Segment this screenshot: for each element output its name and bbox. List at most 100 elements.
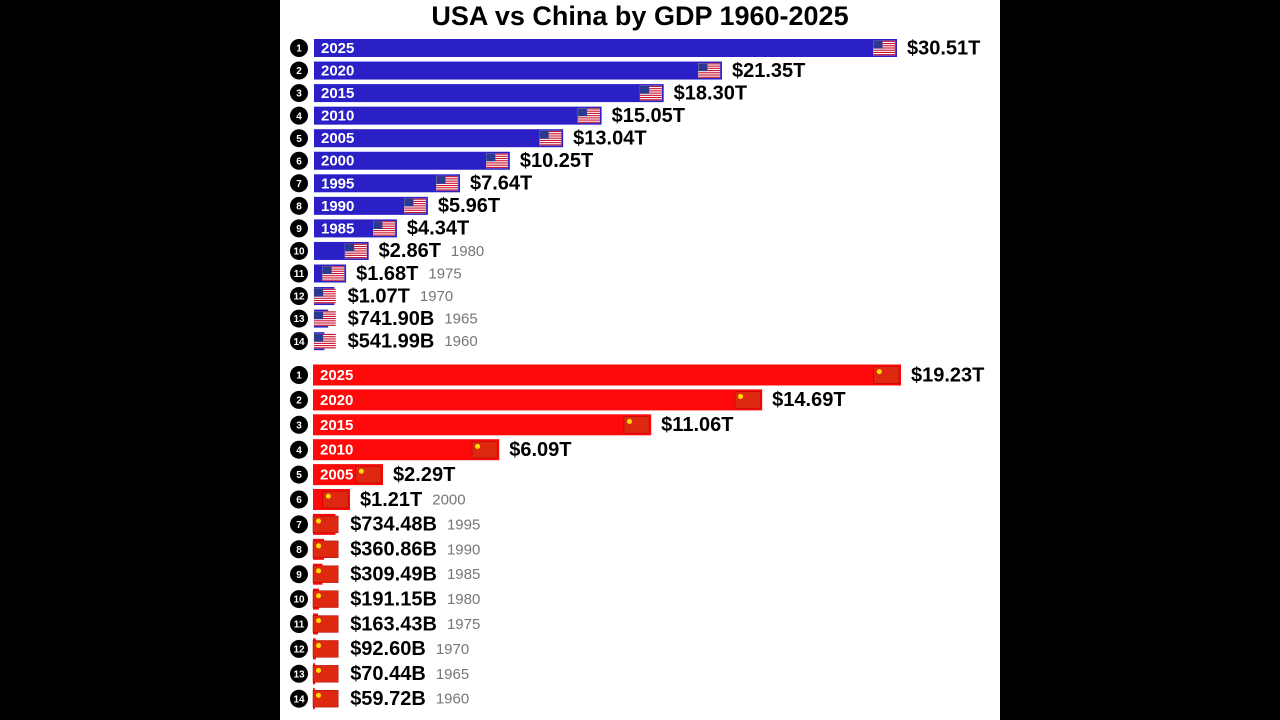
flag-stripe (486, 155, 508, 157)
rank-label: 12 (293, 645, 305, 656)
flag (471, 441, 498, 459)
flag (312, 540, 339, 558)
rank-badge (290, 39, 308, 57)
year-label: 1960 (444, 333, 477, 350)
bar (314, 84, 664, 103)
rank-label: 6 (296, 495, 302, 506)
value-label: $18.30T (674, 82, 747, 104)
flag-canton (322, 266, 332, 275)
flag-stripe (314, 318, 336, 320)
flag-stripe (404, 207, 426, 209)
rank-label: 11 (294, 269, 305, 280)
flag-star (358, 468, 364, 474)
year-label: 2015 (320, 417, 353, 434)
year-label: 2010 (320, 442, 353, 459)
value-label: $6.09T (509, 439, 571, 461)
flag-stripe (640, 92, 662, 94)
rank-label: 4 (296, 111, 302, 122)
flag-stripe (404, 205, 426, 207)
flag-stripe (436, 178, 458, 180)
rank-badge (290, 440, 308, 459)
bar (313, 414, 652, 436)
value-label: $360.86B (350, 539, 437, 561)
flag-stripe (373, 230, 395, 232)
rank-badge (290, 287, 308, 306)
flag-canton (698, 63, 708, 72)
rank-label: 9 (296, 570, 302, 581)
rank-label: 13 (293, 669, 305, 680)
flag-stripe (314, 302, 336, 304)
year-label: 1960 (436, 691, 469, 708)
flag-stripe (640, 88, 662, 90)
flag (873, 366, 900, 384)
bar (314, 106, 602, 125)
rank-label: 2 (296, 396, 302, 407)
rank-label: 1 (296, 371, 302, 382)
flag-stripe (539, 139, 562, 141)
flag-stripe (486, 164, 508, 166)
flag-star (316, 568, 322, 574)
flag-stripe (436, 182, 458, 184)
flag (312, 690, 339, 708)
bar (314, 174, 460, 193)
year-label: 2000 (432, 491, 465, 508)
flag (312, 515, 339, 534)
flag-star (325, 493, 331, 499)
rank-badge (290, 219, 308, 238)
year-label: 1970 (420, 288, 453, 305)
flag-stripe (873, 51, 895, 53)
rank-label: 3 (296, 89, 302, 100)
flag-stripe (577, 112, 600, 114)
rank-badge (290, 332, 308, 351)
rank-badge (290, 515, 308, 534)
rank-badge (290, 590, 308, 609)
rank-label: 3 (296, 420, 302, 431)
year-label: 1965 (436, 666, 469, 683)
value-label: $21.35T (732, 60, 805, 82)
flag-canton (436, 176, 446, 184)
flag-canton (373, 221, 383, 229)
flag (355, 465, 382, 484)
value-label: $10.25T (520, 150, 593, 172)
flag-stripe (314, 288, 336, 290)
bar (313, 439, 500, 461)
flag-stripe (314, 299, 336, 302)
flag-canton (314, 288, 324, 297)
rank-badge (290, 565, 308, 584)
flag-stripe (314, 293, 336, 295)
flag-stripe (486, 160, 508, 162)
value-label: $1.21T (360, 489, 422, 511)
flag (312, 590, 339, 608)
year-label: 1965 (444, 311, 477, 328)
flag-stripe (698, 74, 720, 76)
value-label: $19.23T (911, 364, 984, 386)
flag (734, 391, 761, 409)
bar (313, 364, 901, 386)
rank-badge (290, 241, 308, 260)
flag-canton (404, 198, 414, 207)
rank-badge (290, 490, 308, 509)
flag-stripe (698, 69, 720, 72)
rank-label: 14 (293, 694, 305, 705)
flag-canton (539, 131, 549, 139)
flag-stripe (436, 184, 458, 187)
flag-stripe (640, 85, 662, 88)
flag-stripe (873, 45, 895, 47)
year-label: 1995 (447, 516, 480, 533)
flag-star (316, 518, 322, 524)
flag-stripe (314, 347, 336, 349)
flag-star (316, 667, 322, 673)
year-label: 2025 (320, 367, 353, 384)
flag-canton (314, 333, 324, 342)
value-label: $741.90B (348, 308, 435, 330)
flag-stripe (873, 47, 895, 49)
value-label: $5.96T (438, 195, 500, 217)
flag-star (316, 692, 322, 698)
rank-label: 10 (293, 595, 305, 606)
bar (314, 61, 722, 80)
rank-badge (290, 174, 308, 193)
flag-stripe (314, 297, 336, 299)
flag-stripe (486, 162, 508, 164)
flag-star (316, 643, 322, 649)
flag-stripe (698, 76, 720, 78)
